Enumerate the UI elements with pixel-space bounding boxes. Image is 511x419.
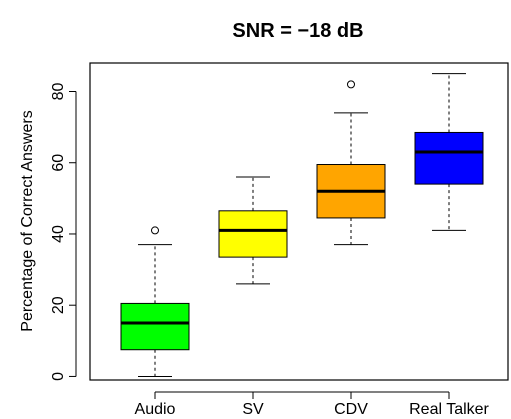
plot-frame bbox=[89, 62, 509, 381]
y-tick-label: 40 bbox=[50, 225, 67, 243]
chart-title: SNR = −18 dB bbox=[232, 20, 363, 42]
outlier-point bbox=[151, 226, 159, 235]
outlier-point bbox=[347, 80, 355, 89]
x-tick-label: Audio bbox=[135, 401, 176, 418]
iqr-box bbox=[414, 131, 484, 185]
y-tick-label: 20 bbox=[50, 296, 67, 314]
iqr-box bbox=[218, 210, 288, 258]
box-sv bbox=[218, 176, 288, 285]
iqr-box bbox=[120, 302, 190, 351]
y-axis: 0 20 40 60 80 bbox=[50, 82, 77, 381]
y-tick-label: 80 bbox=[50, 82, 67, 100]
boxes-group bbox=[120, 73, 484, 377]
x-tick-label: CDV bbox=[334, 401, 368, 418]
x-axis: Audio SV CDV Real Talker bbox=[135, 391, 490, 418]
box-real-talker bbox=[414, 73, 484, 231]
y-tick-label: 60 bbox=[50, 154, 67, 172]
y-axis-label: Percentage of Correct Answers bbox=[19, 110, 36, 331]
x-tick-label: SV bbox=[242, 401, 264, 418]
box-audio bbox=[120, 226, 190, 377]
x-tick-label: Real Talker bbox=[409, 401, 489, 418]
box-cdv bbox=[316, 80, 386, 246]
y-tick-label: 0 bbox=[50, 372, 67, 381]
